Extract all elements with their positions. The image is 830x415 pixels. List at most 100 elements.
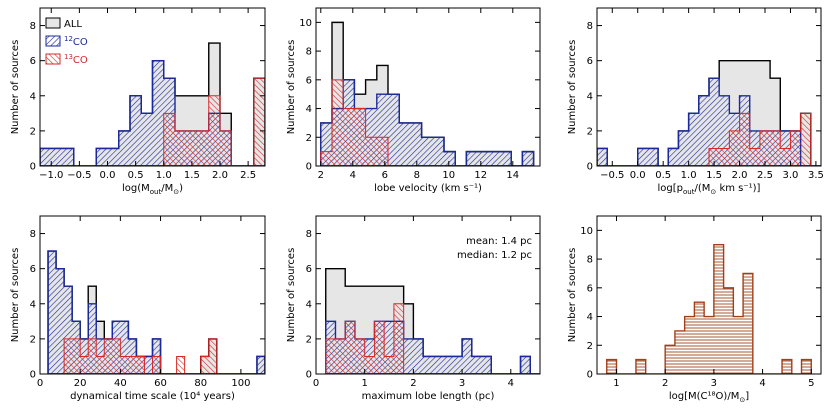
legend-swatch xyxy=(45,17,61,29)
plot-frame xyxy=(596,215,822,375)
x-axis-label: lobe velocity (km s⁻¹) xyxy=(374,183,482,194)
legend: ALL 12CO 13CO xyxy=(45,17,88,66)
legend-swatch xyxy=(45,53,61,65)
x-tick-label: 20 xyxy=(74,378,87,389)
x-tick-label: 0.0 xyxy=(100,170,116,181)
y-axis-label: Number of sources xyxy=(286,40,297,135)
x-tick-label: 5 xyxy=(808,378,814,389)
y-tick-label: 2 xyxy=(306,334,312,345)
y-tick-label: 0 xyxy=(30,370,36,381)
x-tick-label: 2 xyxy=(410,378,416,389)
y-tick-label: 0 xyxy=(30,162,36,173)
x-tick-label: −0.5 xyxy=(67,170,91,181)
x-tick-label: 0.5 xyxy=(655,170,671,181)
series-c18o-bars xyxy=(606,244,812,374)
x-tick-label: −1.0 xyxy=(39,170,63,181)
x-tick-label: 12 xyxy=(474,170,487,181)
series-13co-bars xyxy=(40,77,265,166)
x-tick-label: 3.5 xyxy=(808,170,824,181)
x-tick-label: 1.5 xyxy=(706,170,722,181)
y-axis-label: Number of sources xyxy=(567,40,578,135)
y-tick-label: 8 xyxy=(30,229,36,240)
x-tick-label: 2.5 xyxy=(757,170,773,181)
x-tick-label: 3.0 xyxy=(783,170,799,181)
y-tick-label: 0 xyxy=(587,370,593,381)
y-tick-label: 8 xyxy=(587,21,593,32)
x-axis-label: log(Mout/M⊙) xyxy=(122,183,183,196)
plot-frame xyxy=(596,7,822,167)
x-tick-label: 14 xyxy=(506,170,519,181)
y-tick-label: 8 xyxy=(30,21,36,32)
plot-frame xyxy=(315,7,541,167)
y-tick-label: 4 xyxy=(30,299,36,310)
y-tick-label: 4 xyxy=(306,104,312,115)
x-tick-label: 1 xyxy=(362,378,368,389)
stats-annotation: median: 1.2 pc xyxy=(457,250,532,261)
y-tick-label: 2 xyxy=(30,126,36,137)
x-tick-label: 6 xyxy=(382,170,388,181)
x-tick-label: 1 xyxy=(613,378,619,389)
y-axis-label: Number of sources xyxy=(567,248,578,343)
x-axis-label: maximum lobe length (pc) xyxy=(362,391,495,402)
x-tick-label: 1.5 xyxy=(184,170,200,181)
x-tick-label: 2.5 xyxy=(240,170,256,181)
y-tick-label: 10 xyxy=(580,226,593,237)
legend-swatch xyxy=(45,35,61,47)
series-13co-bars xyxy=(597,112,821,166)
x-tick-label: 40 xyxy=(114,378,127,389)
y-axis-label: Number of sources xyxy=(10,40,21,135)
x-tick-label: 0 xyxy=(313,378,319,389)
histogram-panel-6: 1 2 3 4 5 0 2 4 6 8 10 log[M(C¹⁸O)/M⊙] Number of sou… xyxy=(567,215,822,404)
x-tick-label: 1.0 xyxy=(681,170,697,181)
legend-entry: 12CO xyxy=(64,35,88,48)
y-tick-label: 4 xyxy=(30,91,36,102)
y-tick-label: 4 xyxy=(587,312,593,323)
x-tick-label: 0.5 xyxy=(128,170,144,181)
x-tick-label: 2.0 xyxy=(732,170,748,181)
y-tick-label: 6 xyxy=(306,264,312,275)
y-tick-label: 2 xyxy=(306,133,312,144)
y-tick-label: 6 xyxy=(587,283,593,294)
x-axis-label: dynamical time scale (10⁴ years) xyxy=(70,391,235,402)
x-tick-label: 2.0 xyxy=(212,170,228,181)
x-tick-label: 80 xyxy=(194,378,207,389)
x-tick-label: 60 xyxy=(154,378,167,389)
y-tick-label: 2 xyxy=(30,334,36,345)
histogram-panel-1: −1.0 −0.5 0.0 0.5 1.0 1.5 2.0 2.5 0 2 4 6 8 log(Mout/… xyxy=(10,7,266,196)
x-tick-label: 0.0 xyxy=(630,170,646,181)
y-tick-label: 8 xyxy=(587,255,593,266)
x-tick-label: 4 xyxy=(350,170,356,181)
x-tick-label: 100 xyxy=(231,378,250,389)
x-tick-label: 4 xyxy=(759,378,765,389)
y-tick-label: 8 xyxy=(306,47,312,58)
series-13co-bars xyxy=(320,79,534,166)
y-tick-label: 6 xyxy=(30,264,36,275)
y-axis-label: Number of sources xyxy=(10,248,21,343)
series-13co-bars xyxy=(48,338,265,374)
x-tick-label: 2 xyxy=(662,378,668,389)
y-tick-label: 6 xyxy=(30,56,36,67)
histogram-panel-5: 0 1 2 3 4 0 2 4 6 8 maximum lobe length (pc) Number… xyxy=(286,215,541,402)
x-axis-label: log[pout/(M⊙ km s⁻¹)] xyxy=(658,183,761,196)
y-tick-label: 2 xyxy=(587,126,593,137)
y-axis-label: Number of sources xyxy=(286,248,297,343)
histogram-panel-4: 0 20 40 60 80 100 0 2 4 6 8 dynamical time scale (1… xyxy=(10,215,266,402)
y-tick-label: 10 xyxy=(299,18,312,29)
y-tick-label: 2 xyxy=(587,341,593,352)
plot-frame xyxy=(315,215,541,375)
x-tick-label: 10 xyxy=(442,170,455,181)
x-tick-label: 3 xyxy=(459,378,465,389)
x-tick-label: −0.5 xyxy=(600,170,624,181)
y-tick-label: 8 xyxy=(306,229,312,240)
x-tick-label: 0 xyxy=(37,378,43,389)
y-tick-label: 4 xyxy=(587,91,593,102)
histogram-panel-3: −0.5 0.0 0.5 1.0 1.5 2.0 2.5 3.0 3.5 0 2 4 6 8 log[pou… xyxy=(567,7,824,196)
x-tick-label: 4 xyxy=(508,378,514,389)
y-tick-label: 6 xyxy=(587,56,593,67)
y-tick-label: 0 xyxy=(306,370,312,381)
y-tick-label: 0 xyxy=(587,162,593,173)
legend-entry: 13CO xyxy=(64,53,88,66)
plot-frame xyxy=(39,215,266,375)
